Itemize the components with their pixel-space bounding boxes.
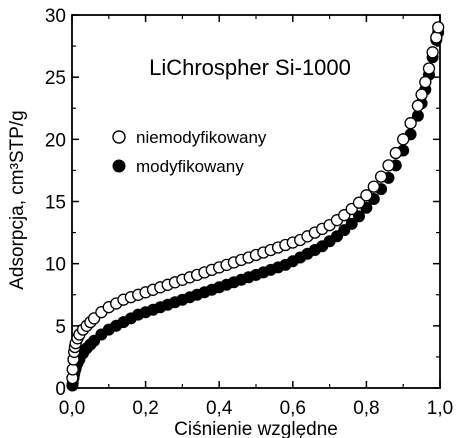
y-tick-label: 30 [45, 6, 66, 27]
y-tick-label: 5 [55, 317, 66, 338]
y-tick-label: 0 [55, 379, 66, 400]
x-tick-label: 0,0 [59, 398, 85, 419]
y-axis-title: Adsorpcja, cm³STP/g [7, 110, 28, 290]
y-tick-label: 10 [45, 255, 66, 276]
data-point-modyfikowany [353, 210, 365, 223]
data-point-niemodyfikowany [432, 21, 445, 34]
y-tick-label: 20 [45, 130, 66, 151]
data-point-niemodyfikowany [404, 117, 417, 130]
x-tick-label: 0,6 [280, 398, 306, 419]
legend-label-modyfikowany: modyfikowany [136, 157, 244, 176]
data-point-niemodyfikowany [426, 46, 439, 59]
data-point-niemodyfikowany [411, 99, 425, 112]
data-point-niemodyfikowany [415, 88, 428, 101]
data-point-niemodyfikowany [374, 170, 388, 183]
x-tick-labels: 0,0 0,2 0,4 0,6 0,8 1,0 [59, 398, 453, 419]
x-axis-title: Ciśnienie względne [174, 419, 338, 438]
chart-title: LiChrospher Si-1000 [149, 55, 351, 80]
data-point-niemodyfikowany [352, 196, 366, 209]
data-point-niemodyfikowany [367, 180, 380, 193]
data-marks [66, 21, 445, 392]
x-tick-label: 0,8 [353, 398, 379, 419]
legend-label-niemodyfikowany: niemodyfikowany [136, 128, 267, 147]
data-point-niemodyfikowany [419, 75, 432, 89]
data-point-niemodyfikowany [397, 133, 410, 146]
legend-marker-filled [112, 159, 126, 173]
data-point-niemodyfikowany [360, 189, 373, 202]
legend: niemodyfikowany modyfikowany [112, 128, 267, 176]
x-tick-label: 1,0 [427, 398, 453, 419]
data-point-niemodyfikowany [430, 31, 443, 44]
data-point-niemodyfikowany [389, 146, 402, 160]
x-tick-label: 0,2 [132, 398, 158, 419]
y-tick-label: 25 [45, 68, 66, 89]
data-point-niemodyfikowany [382, 159, 395, 172]
data-point-modyfikowany [345, 217, 358, 230]
x-tick-label: 0,4 [206, 398, 233, 419]
legend-marker-open [112, 130, 126, 144]
y-tick-label: 15 [45, 193, 66, 214]
y-tick-labels: 0 5 10 15 20 25 30 [45, 6, 66, 400]
data-point-niemodyfikowany [422, 62, 436, 75]
data-point-niemodyfikowany [66, 363, 79, 376]
